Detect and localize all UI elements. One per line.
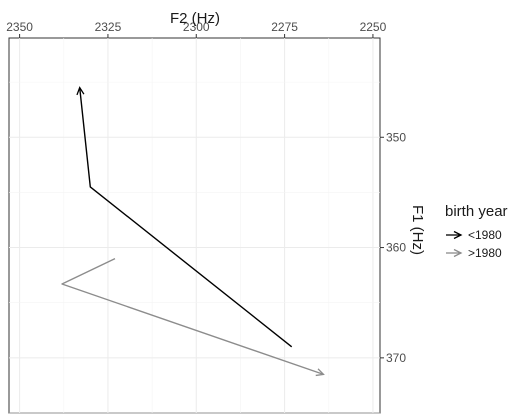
x-tick-label: 2300 <box>183 20 210 34</box>
x-tick-label: 2275 <box>271 20 298 34</box>
x-tick-label: 2325 <box>95 20 122 34</box>
y-axis-title: F1 (Hz) <box>409 205 426 255</box>
x-ticks: 2350 2325 2300 2275 2250 <box>6 20 387 38</box>
series-line-2 <box>61 257 325 377</box>
legend: birth year <1980 >1980 <box>445 203 508 260</box>
y-ticks: 350 360 370 <box>380 130 406 365</box>
series-lines <box>61 86 325 377</box>
legend-title: birth year <box>445 203 508 220</box>
x-tick-label: 2350 <box>6 20 33 34</box>
grid <box>9 38 380 414</box>
y-tick-label: 370 <box>386 351 406 365</box>
legend-label-series-1: <1980 <box>468 228 502 242</box>
y-tick-label: 350 <box>386 130 406 144</box>
plot-panel <box>8 37 381 414</box>
series-line-1 <box>76 86 293 348</box>
x-axis-title: F2 (Hz) <box>170 10 220 27</box>
y-tick-label: 360 <box>386 241 406 255</box>
x-tick-label: 2250 <box>360 20 387 34</box>
legend-label-series-2: >1980 <box>468 246 502 260</box>
